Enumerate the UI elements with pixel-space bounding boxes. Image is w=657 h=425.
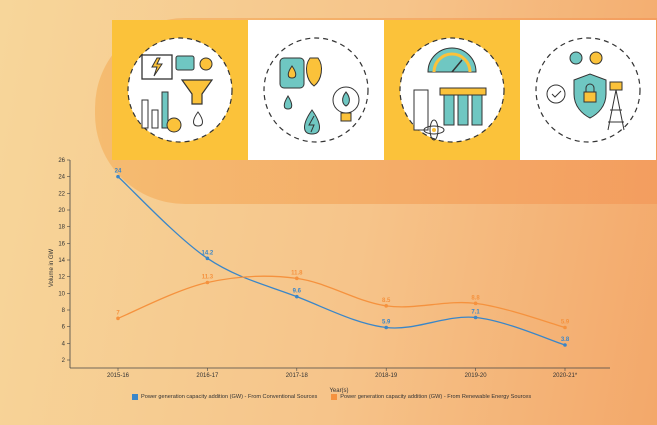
- y-tick-label: 16: [58, 241, 65, 247]
- data-label-renewable: 8.5: [382, 298, 391, 304]
- data-point-renewable: [384, 304, 389, 308]
- x-tick-label: 2016-17: [196, 373, 219, 379]
- legend-label-conventional: Power generation capacity addition (GW) …: [141, 394, 318, 400]
- legend-swatch-conventional: [132, 394, 138, 400]
- data-analytics-illustration: [112, 20, 248, 160]
- energy-security-illustration: [520, 20, 656, 160]
- y-tick-label: 2: [62, 358, 66, 364]
- data-label-conventional: 14.2: [202, 250, 214, 256]
- data-point-conventional: [384, 325, 389, 330]
- y-tick-label: 6: [62, 325, 66, 331]
- y-tick-label: 14: [58, 258, 65, 264]
- legend-label-renewable: Power generation capacity addition (GW) …: [340, 394, 532, 400]
- y-tick-label: 4: [62, 341, 66, 347]
- legend-swatch-renewable: [331, 394, 338, 400]
- y-tick-label: 24: [58, 175, 65, 181]
- data-label-renewable: 11.3: [202, 275, 214, 281]
- data-label-conventional: 9.6: [293, 289, 302, 295]
- series-line-conventional: [117, 176, 566, 346]
- x-tick-label: 2017-18: [286, 373, 309, 379]
- x-tick-label: 2020-21*: [553, 373, 578, 379]
- data-point-renewable: [563, 325, 567, 330]
- y-tick-label: 8: [62, 308, 66, 314]
- data-point-renewable: [295, 276, 299, 281]
- y-tick-label: 10: [58, 291, 65, 297]
- data-point-conventional: [563, 343, 567, 347]
- y-tick-label: 12: [58, 275, 65, 281]
- y-tick-label: 20: [58, 208, 65, 214]
- series-line-renewable: [117, 275, 566, 329]
- x-tick-label: 2019-20: [465, 373, 488, 379]
- x-tick-label: 2018-19: [375, 373, 398, 379]
- data-label-renewable: 11.8: [291, 270, 303, 276]
- chart-legend: Power generation capacity addition (GW) …: [132, 394, 531, 400]
- data-label-conventional: 7.1: [471, 310, 480, 316]
- x-axis-label: Year(s): [329, 388, 348, 394]
- data-label-renewable: 7: [116, 310, 120, 316]
- data-label-conventional: 5.9: [382, 320, 391, 326]
- data-point-conventional: [116, 174, 120, 179]
- y-tick-label: 18: [58, 225, 65, 231]
- power-generation-illustration: [384, 20, 520, 160]
- data-point-conventional: [205, 256, 210, 261]
- data-point-conventional: [473, 315, 478, 320]
- data-point-conventional: [295, 294, 299, 299]
- data-point-renewable: [205, 280, 210, 285]
- y-tick-label: 22: [58, 191, 65, 197]
- data-point-renewable: [473, 301, 478, 306]
- y-tick-label: 26: [58, 158, 65, 164]
- legend-item-renewable: Power generation capacity addition (GW) …: [331, 394, 531, 400]
- legend-item-conventional: Power generation capacity addition (GW) …: [132, 394, 317, 400]
- data-label-renewable: 8.8: [471, 295, 480, 301]
- energy-resources-illustration: [248, 20, 384, 160]
- y-axis-label: Volume in GW: [49, 248, 55, 287]
- data-label-renewable: 5.9: [561, 320, 570, 326]
- data-label-conventional: 3.8: [561, 337, 570, 343]
- data-label-conventional: 24: [115, 169, 122, 175]
- illustration-strip: [112, 20, 657, 160]
- x-tick-label: 2015-16: [107, 373, 130, 379]
- data-point-renewable: [116, 316, 120, 321]
